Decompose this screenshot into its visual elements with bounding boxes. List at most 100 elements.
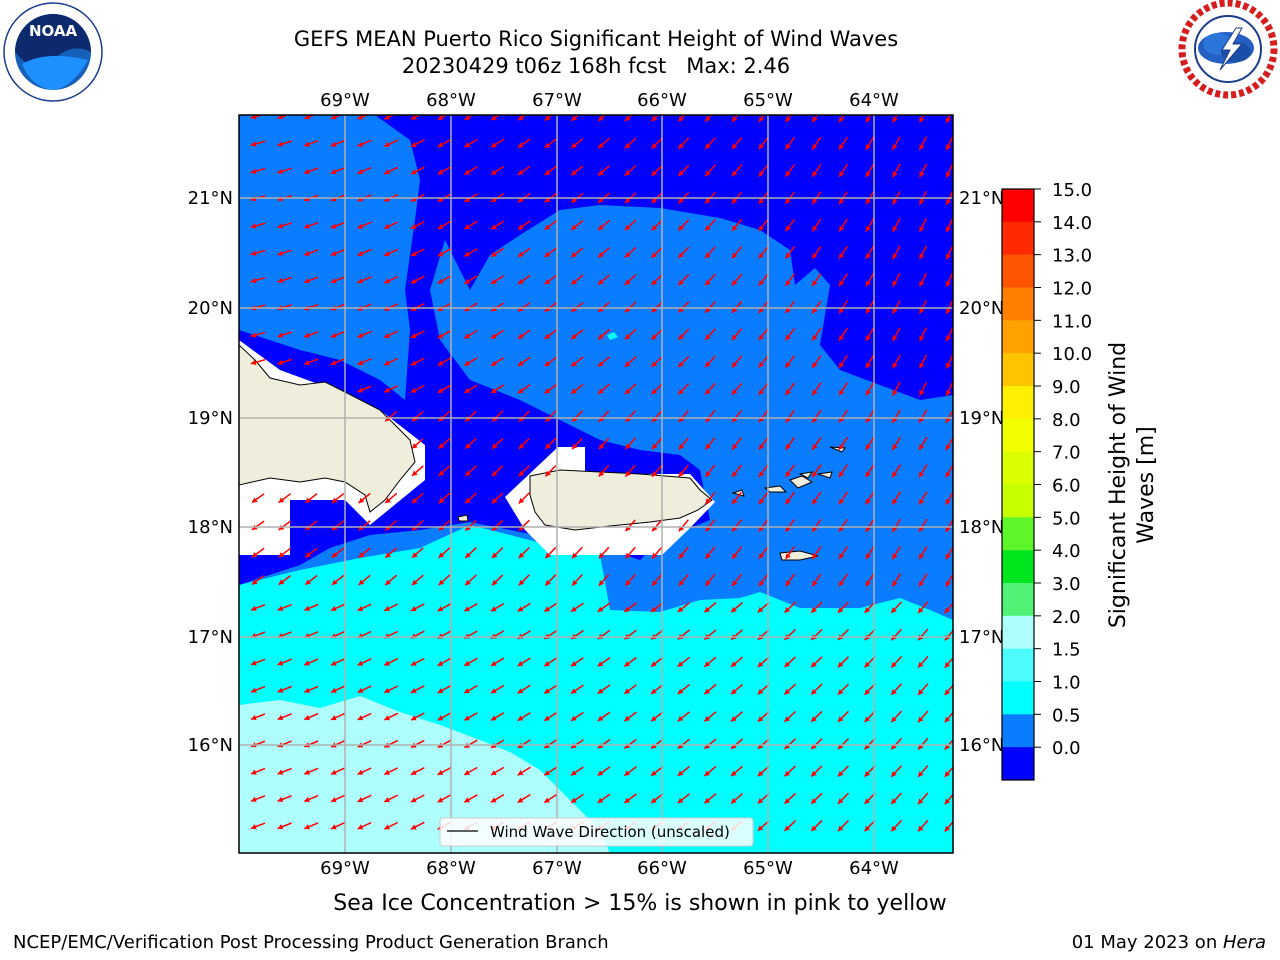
wave-arrow-head [464, 142, 471, 148]
wave-arrow-head [491, 224, 497, 230]
wave-arrow-head [250, 168, 257, 174]
wave-arrow-head [866, 116, 871, 123]
wave-arrow-head [705, 553, 711, 559]
wave-arrow-head [330, 115, 337, 120]
wave-arrow-head [785, 252, 791, 259]
wave-arrow-head [946, 144, 952, 151]
lon-label-bottom: 65°W [743, 858, 793, 879]
wave-arrow-head [651, 279, 658, 285]
wave-arrow-head [357, 278, 364, 284]
wave-arrow-head [464, 660, 470, 666]
chart-subtitle-forecast: 20230429 t06z 168h fcst Max: 2.46 [401, 54, 791, 78]
wave-arrow-head [704, 743, 711, 749]
colorbar-tick-label: 4.0 [1052, 541, 1081, 562]
wave-arrow-head [437, 387, 444, 393]
wave-arrow-head [705, 225, 711, 231]
wave-arrow-head [918, 662, 924, 668]
colorbar-tick-label: 9.0 [1052, 377, 1081, 398]
wave-arrow-head [839, 225, 845, 232]
wave-arrow-head [785, 580, 791, 587]
wave-arrow-head [732, 279, 738, 286]
wave-arrow-head [678, 252, 684, 258]
wave-arrow-head [250, 250, 257, 256]
wave-arrow-head [597, 770, 604, 776]
colorbar-tick-label: 0.0 [1052, 738, 1081, 759]
footer-organization: NCEP/EMC/Verification Post Processing Pr… [13, 932, 609, 953]
wave-arrow-head [437, 251, 444, 257]
wave-arrow-head [892, 580, 898, 587]
wave-arrow-head [839, 444, 845, 450]
wave-arrow-head [678, 197, 684, 204]
wave-arrow-head [839, 116, 845, 123]
wave-arrow-head [410, 115, 417, 120]
wave-arrow-head [866, 144, 871, 150]
wave-arrow-head [357, 115, 364, 120]
wave-arrow-head [892, 253, 898, 260]
wave-arrow-head [330, 278, 337, 284]
wave-arrow-head [624, 115, 631, 122]
wave-arrow-head [304, 168, 310, 175]
wave-arrow-head [250, 359, 257, 366]
noaa-logo-icon: NOAA [3, 2, 103, 102]
wave-arrow-head [678, 443, 685, 450]
wave-arrow-head [624, 334, 631, 340]
wave-arrow-head [866, 307, 871, 314]
colorbar-segment [1002, 583, 1034, 617]
colorbar-tick-label: 5.0 [1052, 508, 1081, 529]
wave-arrow-head [839, 307, 845, 314]
lon-label-top: 65°W [743, 90, 793, 111]
wave-arrow-head [465, 552, 471, 558]
wave-arrow-head [465, 443, 471, 449]
lon-label-top: 67°W [532, 90, 582, 111]
wave-arrow-head [251, 687, 257, 693]
wave-arrow-head [250, 115, 257, 120]
wave-arrow-head [437, 224, 444, 229]
colorbar-tick-label: 11.0 [1052, 311, 1092, 332]
wave-arrow-head [677, 661, 684, 667]
wave-arrow-head [866, 335, 871, 341]
wave-arrow-head [651, 661, 657, 667]
wave-arrow-head [651, 170, 658, 176]
wave-arrow-head [812, 389, 818, 396]
wave-arrow-head [651, 334, 658, 340]
wave-arrow-head [357, 687, 364, 693]
wave-arrow-head [517, 797, 524, 803]
wave-arrow-head [571, 661, 577, 667]
wave-arrow-head [492, 443, 498, 449]
wave-arrow-head [517, 142, 524, 148]
wave-arrow-head [544, 279, 551, 285]
wave-arrow-head [410, 360, 417, 366]
wave-arrow-head [757, 825, 764, 831]
wave-arrow-head [677, 688, 684, 694]
wave-arrow-head [758, 252, 764, 259]
wave-arrow-head [839, 553, 845, 559]
wave-arrow-head [946, 253, 952, 260]
wave-arrow-head [837, 771, 844, 777]
footer-host: Hera [1222, 932, 1266, 953]
wave-arrow-head [866, 362, 871, 369]
wave-arrow-head [571, 306, 577, 312]
wave-arrow-head [331, 715, 337, 721]
wave-arrow-head [944, 607, 951, 614]
wave-arrow-head [651, 143, 658, 149]
wave-arrow-head [865, 444, 871, 450]
wave-arrow-head [919, 335, 925, 342]
wave-arrow-head [892, 144, 898, 150]
wave-arrow-head [544, 115, 551, 121]
wave-arrow-head [304, 605, 310, 611]
wave-arrow-head [517, 333, 524, 339]
wave-arrow-head [758, 471, 765, 477]
wave-arrow-head [517, 388, 524, 394]
wave-arrow-head [357, 660, 364, 666]
noaa-logo-text: NOAA [29, 22, 78, 40]
wave-arrow-head [839, 362, 845, 368]
wave-arrow-head [677, 797, 684, 804]
wave-arrow-head [919, 308, 925, 314]
wave-arrow-head [437, 360, 444, 366]
wave-arrow-head [677, 770, 684, 776]
wave-arrow-head [410, 333, 417, 338]
colorbar-tick-label: 0.5 [1052, 705, 1081, 726]
wave-arrow-head [305, 497, 311, 503]
wave-arrow-head [491, 196, 497, 202]
wave-arrow-head [277, 714, 284, 721]
